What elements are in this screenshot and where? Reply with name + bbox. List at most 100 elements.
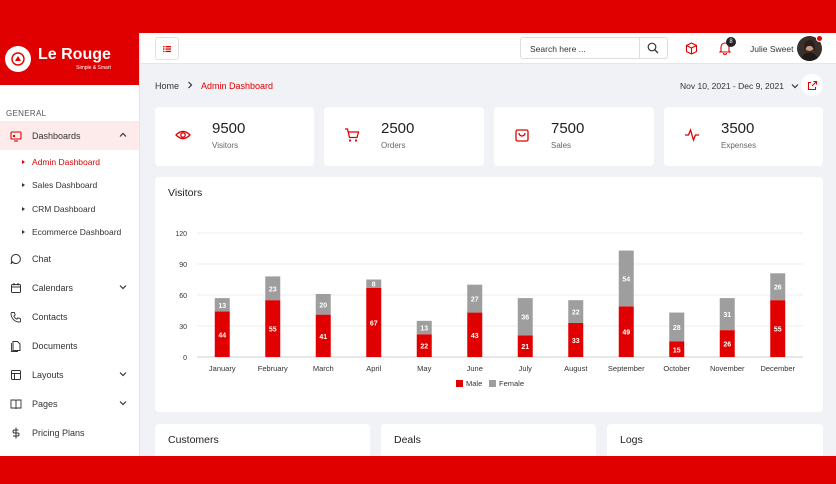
- bar-female: [568, 300, 584, 323]
- data-label-male: 44: [218, 332, 226, 339]
- sidebar-subitem-admin-dashboard[interactable]: Admin Dashboard: [0, 150, 139, 174]
- share-button[interactable]: [801, 74, 823, 96]
- sidebar-subitem-crm-dashboard[interactable]: CRM Dashboard: [0, 197, 139, 221]
- bar-female: [719, 298, 735, 331]
- x-tick-label: February: [258, 364, 288, 373]
- y-tick-label: 0: [183, 355, 187, 362]
- data-label-female: 31: [723, 312, 731, 319]
- stat-label: Visitors: [212, 141, 239, 150]
- documents-icon: [10, 340, 22, 352]
- visitors-chart: 0 30 60 90 120 44 13 January 55 23 February 41 20 Mar…: [175, 231, 803, 388]
- bar-male: [366, 287, 382, 357]
- chevron-up-icon: [119, 132, 127, 137]
- chat-icon: [10, 253, 22, 265]
- chevron-down-icon: [791, 84, 799, 89]
- stat-label: Sales: [551, 141, 572, 150]
- search-input[interactable]: Search here ...: [520, 37, 640, 59]
- sidebar-subitem-sales-dashboard[interactable]: Sales Dashboard: [0, 174, 139, 198]
- stat-value: 2500: [381, 120, 415, 137]
- chevron-right-icon: [187, 81, 193, 91]
- data-label-female: 8: [372, 282, 376, 289]
- list-icon: [163, 45, 171, 52]
- sidebar-subitem-label: Sales Dashboard: [32, 180, 98, 191]
- y-tick-label: 120: [175, 231, 187, 238]
- customers-card: Customers: [155, 424, 370, 456]
- data-label-female: 36: [521, 315, 529, 322]
- sidebar-item-calendars[interactable]: Calendars: [0, 273, 139, 302]
- breadcrumb: Home Admin Dashboard: [155, 81, 273, 91]
- cart-icon: [345, 128, 360, 142]
- data-label-female: 28: [673, 325, 681, 332]
- chevron-down-icon: [119, 401, 127, 406]
- bar-male: [669, 341, 685, 357]
- bar-male: [568, 322, 584, 357]
- data-label-male: 33: [572, 338, 580, 345]
- bar-male: [315, 314, 331, 357]
- dollar-icon: [10, 427, 22, 439]
- brand-name: Le Rouge: [38, 46, 111, 63]
- phone-icon: [10, 311, 22, 323]
- y-tick-label: 60: [179, 293, 187, 300]
- bar-female: [315, 293, 331, 315]
- brand-tagline: Simple & Smart: [76, 65, 111, 71]
- y-tick-label: 90: [179, 262, 187, 269]
- stat-card-expenses: 3500 Expenses: [664, 107, 823, 166]
- sidebar-item-label: Contacts: [32, 311, 68, 322]
- breadcrumb-home[interactable]: Home: [155, 81, 180, 91]
- x-tick-label: March: [313, 364, 334, 373]
- brand[interactable]: Le Rouge Simple & Smart: [0, 33, 139, 85]
- sidebar-item-label: Pricing Plans: [32, 427, 85, 438]
- x-tick-label: May: [417, 364, 431, 373]
- bar-female: [416, 320, 432, 335]
- bar-female: [467, 284, 483, 313]
- bar-male: [214, 311, 230, 357]
- x-tick-label: January: [209, 364, 236, 373]
- x-tick-label: June: [467, 364, 483, 373]
- menu-toggle-button[interactable]: [155, 37, 179, 60]
- breadcrumb-current: Admin Dashboard: [201, 81, 274, 91]
- data-label-male: 67: [370, 320, 378, 327]
- x-tick-label: July: [519, 364, 533, 373]
- card-title: Deals: [394, 434, 421, 446]
- x-tick-label: September: [608, 364, 645, 373]
- sidebar-subitem-label: CRM Dashboard: [32, 203, 96, 214]
- data-label-male: 49: [622, 330, 630, 337]
- user-name[interactable]: Julie Sweet: [750, 44, 794, 54]
- date-range-text: Nov 10, 2021 - Dec 9, 2021: [680, 81, 784, 91]
- data-label-male: 41: [319, 334, 327, 341]
- dashboard-icon: [10, 130, 22, 142]
- sidebar-item-layouts[interactable]: Layouts: [0, 360, 139, 389]
- sidebar-item-pricing-plans[interactable]: Pricing Plans: [0, 418, 139, 447]
- bar-male: [265, 300, 281, 357]
- calendar-icon: [10, 282, 22, 294]
- sidebar-item-dashboards[interactable]: Dashboards: [0, 121, 139, 150]
- stat-card-visitors: 9500 Visitors: [155, 107, 314, 166]
- sidebar-item-label: Dashboards: [32, 130, 81, 141]
- sidebar-item-pages[interactable]: Pages: [0, 389, 139, 418]
- x-tick-label: December: [760, 364, 795, 373]
- visitors-chart-card: Visitors 0 30 60 90 120 44 13 January 55 23 Februa…: [155, 177, 823, 412]
- bar-female: [770, 273, 786, 301]
- y-tick-label: 30: [179, 324, 187, 331]
- chart-title: Visitors: [168, 187, 203, 199]
- eye-icon: [175, 130, 191, 140]
- data-label-male: 21: [521, 344, 529, 351]
- stat-label: Orders: [381, 141, 406, 150]
- cube-icon[interactable]: [685, 42, 698, 55]
- data-label-female: 23: [269, 286, 277, 293]
- legend-label: Male: [466, 379, 482, 388]
- legend-swatch: [456, 380, 463, 387]
- sidebar-item-documents[interactable]: Documents: [0, 331, 139, 360]
- data-label-female: 27: [471, 297, 479, 304]
- sidebar-item-chat[interactable]: Chat: [0, 244, 139, 273]
- share-icon: [807, 80, 817, 90]
- sidebar-subitem-ecommerce-dashboard[interactable]: Ecommerce Dashboard: [0, 221, 139, 245]
- online-status-dot: [816, 35, 823, 42]
- bullet-icon: [22, 183, 25, 188]
- date-range-picker[interactable]: Nov 10, 2021 - Dec 9, 2021: [680, 81, 799, 91]
- sidebar-item-contacts[interactable]: Contacts: [0, 302, 139, 331]
- search-button[interactable]: [639, 37, 668, 59]
- layouts-icon: [10, 369, 22, 381]
- sidebar-item-label: Documents: [32, 340, 78, 351]
- bar-male: [416, 334, 432, 357]
